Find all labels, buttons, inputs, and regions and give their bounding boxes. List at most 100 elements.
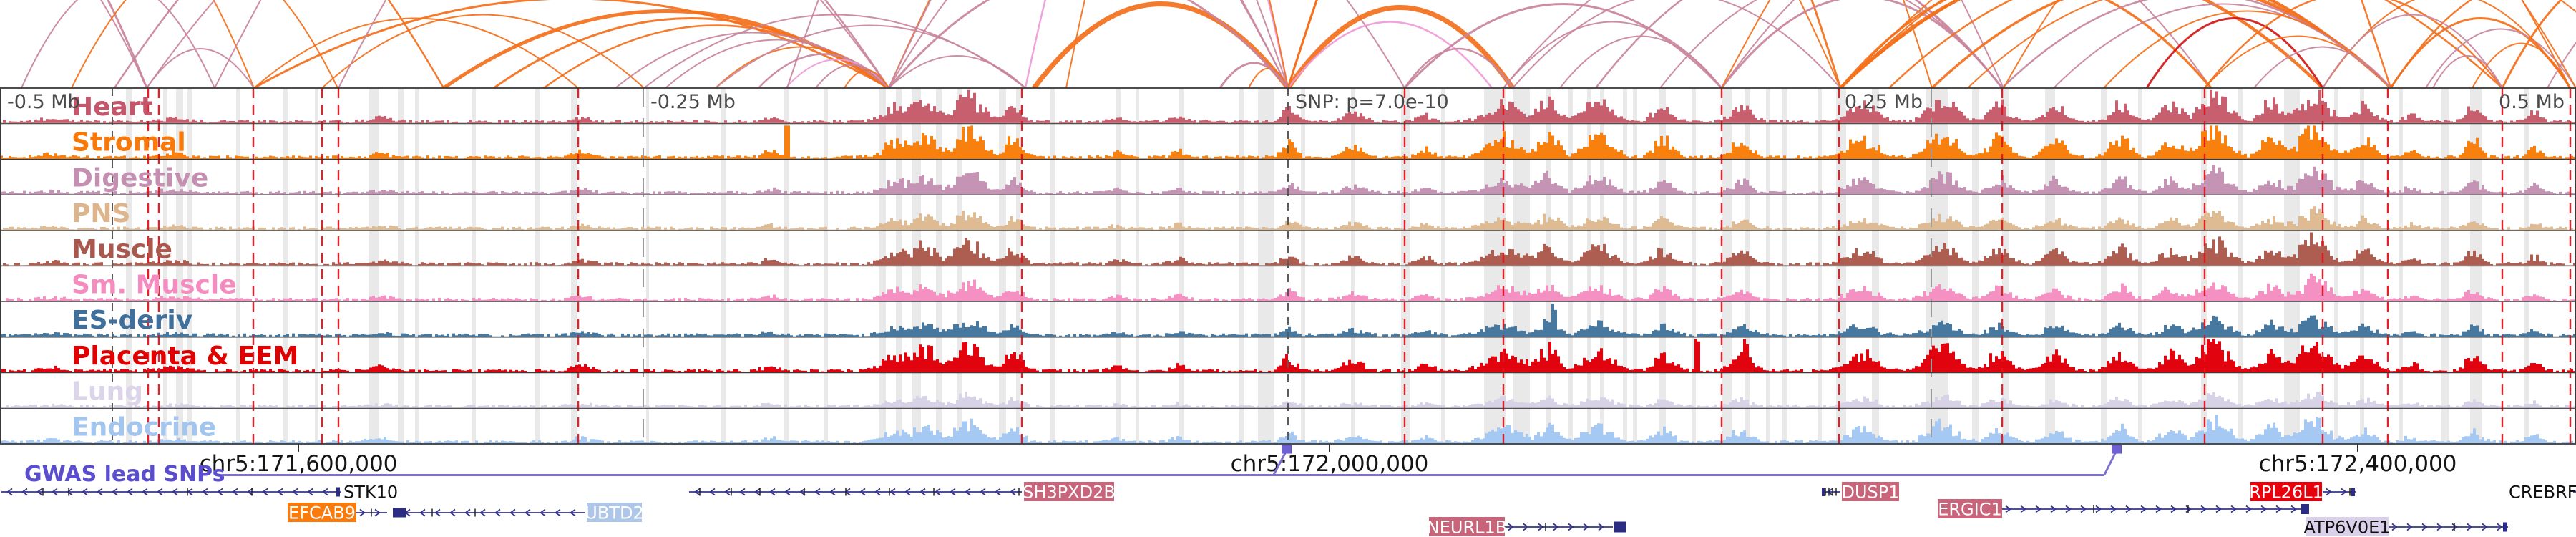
gene-dusp1: DUSP1 — [1822, 482, 1900, 503]
strand-left-chevron-icon — [784, 488, 791, 496]
gene-label-box[interactable] — [1024, 482, 1114, 501]
strand-right-chevron-icon — [1553, 523, 1559, 531]
strand-left-chevron-icon — [449, 508, 456, 517]
interaction-arc — [2501, 0, 2563, 88]
interaction-arc — [844, 69, 889, 88]
strand-left-chevron-icon — [202, 488, 208, 496]
strand-right-chevron-icon — [359, 508, 366, 517]
strand-left-chevron-icon — [307, 488, 313, 496]
strand-left-chevron-icon — [965, 488, 971, 496]
strand-left-chevron-icon — [859, 488, 866, 496]
interaction-arc — [213, 0, 255, 88]
strand-left-chevron-icon — [112, 488, 118, 496]
interaction-arc — [2253, 46, 2391, 88]
strand-left-chevron-icon — [127, 488, 133, 496]
exon-block — [2351, 488, 2355, 496]
strand-right-chevron-icon — [2341, 488, 2347, 496]
gene-label[interactable]: CREBRF — [2509, 483, 2576, 503]
track-label: Stromal — [72, 128, 186, 158]
signal-track-muscle[interactable] — [0, 232, 2576, 266]
gene-label-box[interactable] — [2250, 482, 2322, 501]
interaction-arc — [1721, 0, 2212, 88]
strand-right-chevron-icon — [2155, 505, 2162, 513]
gene-label[interactable]: SH3PXD2B — [1023, 483, 1116, 503]
interaction-arc — [1931, 0, 2392, 88]
strand-left-chevron-icon — [525, 508, 531, 517]
gene-label[interactable]: ATP6V0E1 — [2303, 518, 2390, 537]
interaction-arc — [2204, 0, 2503, 88]
gene-crebrf: CREBRF — [2509, 483, 2576, 503]
strand-right-chevron-icon — [2451, 523, 2458, 531]
exon-block — [393, 508, 399, 518]
lead-snp-marker[interactable] — [2112, 445, 2122, 454]
interaction-arc — [543, 24, 889, 88]
gene-label-box[interactable] — [2306, 517, 2389, 536]
strand-left-chevron-icon — [419, 508, 426, 517]
strand-right-chevron-icon — [2391, 523, 2398, 531]
strand-right-chevron-icon — [2140, 505, 2147, 513]
gene-ubtd2: UBTD2 — [399, 503, 644, 523]
interaction-arc — [321, 14, 645, 88]
interaction-arc — [99, 0, 147, 88]
gene-label[interactable]: RPL26L1 — [2249, 483, 2323, 503]
strand-right-chevron-icon — [2200, 505, 2207, 513]
gwas-lead-snps-track: GWAS lead SNPs — [24, 445, 2122, 487]
interaction-arc — [2472, 42, 2571, 88]
strand-left-chevron-icon — [67, 488, 73, 496]
gene-label[interactable]: ERGIC1 — [1938, 500, 2002, 520]
exon-block — [1822, 488, 1825, 496]
strand-left-chevron-icon — [509, 508, 516, 517]
exon-block — [1614, 521, 1626, 533]
interaction-arc — [21, 0, 215, 88]
strand-right-chevron-icon — [1508, 523, 1514, 531]
interaction-arc — [1720, 0, 2004, 88]
strand-left-chevron-icon — [247, 488, 253, 496]
exon-block — [399, 508, 406, 518]
gene-label-box[interactable] — [1842, 482, 1899, 501]
strand-left-chevron-icon — [21, 488, 28, 496]
gene-efcab9: EFCAB9 — [288, 503, 399, 523]
strand-right-chevron-icon — [2467, 523, 2473, 531]
strand-left-chevron-icon — [709, 488, 716, 496]
strand-right-chevron-icon — [1598, 523, 1604, 531]
coordinate-label: chr5:171,600,000 — [200, 451, 398, 477]
interaction-arc — [1032, 1, 1290, 88]
gene-label-box[interactable] — [1429, 517, 1505, 536]
strand-left-chevron-icon — [724, 488, 731, 496]
strand-right-chevron-icon — [374, 508, 381, 517]
strand-right-chevron-icon — [2035, 505, 2041, 513]
strand-left-chevron-icon — [82, 488, 88, 496]
gene-ergic1: ERGIC1 — [1938, 499, 2309, 520]
gene-label-box[interactable] — [288, 503, 356, 522]
signal-track-sm-muscle[interactable] — [0, 273, 2576, 301]
gene-label[interactable]: DUSP1 — [1841, 483, 1899, 503]
strand-left-chevron-icon — [995, 488, 1001, 496]
strand-left-chevron-icon — [172, 488, 178, 496]
strand-right-chevron-icon — [2436, 523, 2443, 531]
coordinate-label: chr5:172,000,000 — [1231, 451, 1429, 477]
interaction-arc — [1840, 0, 2576, 88]
interaction-arcs-layer — [21, 0, 2576, 88]
strand-right-chevron-icon — [2406, 523, 2413, 531]
strand-right-chevron-icon — [2095, 505, 2102, 513]
gene-label-box[interactable] — [587, 503, 642, 522]
strand-left-chevron-icon — [464, 508, 471, 517]
lead-snp-marker[interactable] — [1282, 445, 1292, 454]
genome-axis: chr5:171,600,000 chr5:172,000,000 chr5:172… — [200, 444, 2457, 477]
gene-label[interactable]: UBTD2 — [585, 503, 643, 523]
interaction-arc — [1503, 0, 2003, 88]
strand-left-chevron-icon — [829, 488, 836, 496]
gene-label-box[interactable] — [1938, 499, 2002, 518]
strand-right-chevron-icon — [1583, 523, 1589, 531]
strand-left-chevron-icon — [434, 508, 441, 517]
gene-label[interactable]: NEURL1B — [1427, 518, 1507, 537]
strand-left-chevron-icon — [540, 508, 546, 517]
exon-block — [336, 487, 340, 497]
strand-left-chevron-icon — [950, 488, 956, 496]
gene-label[interactable]: STK10 — [343, 483, 398, 503]
interaction-arc — [1286, 5, 1515, 88]
gene-label[interactable]: EFCAB9 — [288, 503, 356, 523]
signal-track-es-deriv[interactable] — [0, 303, 2576, 337]
gene-sh3pxd2b: SH3PXD2B — [689, 482, 1116, 503]
